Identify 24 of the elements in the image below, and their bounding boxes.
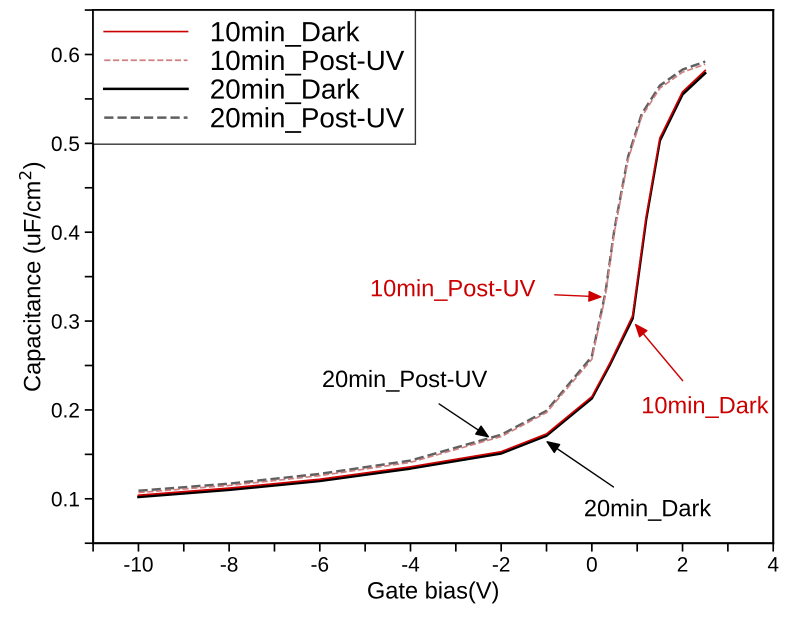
y-tick-label: 0.3: [52, 314, 79, 329]
annotation: 10min_Post-UV: [372, 279, 536, 301]
y-axis-title: Capacitance (uF/cm$^{2}$): [18, 162, 46, 391]
y-tick-label: 0.6: [52, 47, 79, 62]
x-tick-label: -10: [124, 556, 153, 572]
legend-label: 10min_Dark: [212, 21, 360, 47]
legend-label: 20min_Dark: [211, 78, 360, 104]
x-tick-label: 0: [586, 556, 597, 572]
legend-label: 10min_Post-UV: [212, 50, 404, 76]
x-tick-label: -8: [220, 556, 238, 572]
x-tick-label: 2: [678, 556, 688, 572]
y-tick-label: 0.4: [52, 225, 80, 240]
annotation: 10min_Dark: [643, 396, 769, 418]
x-tick-label: 4: [768, 557, 778, 572]
x-tick-label: -2: [492, 556, 510, 572]
annotation: 20min_Post-UV: [323, 370, 488, 392]
legend-label: 20min_Post-UV: [211, 107, 404, 133]
annotation: 20min_Dark: [585, 499, 712, 521]
y-tick-label: 0.5: [52, 136, 80, 152]
y-tick-label: 0.1: [52, 492, 79, 507]
x-tick-label: -4: [402, 557, 420, 572]
x-tick-label: -6: [311, 556, 328, 572]
y-tick-label: 0.2: [52, 402, 79, 418]
x-axis-title: Gate bias(V): [368, 581, 498, 604]
